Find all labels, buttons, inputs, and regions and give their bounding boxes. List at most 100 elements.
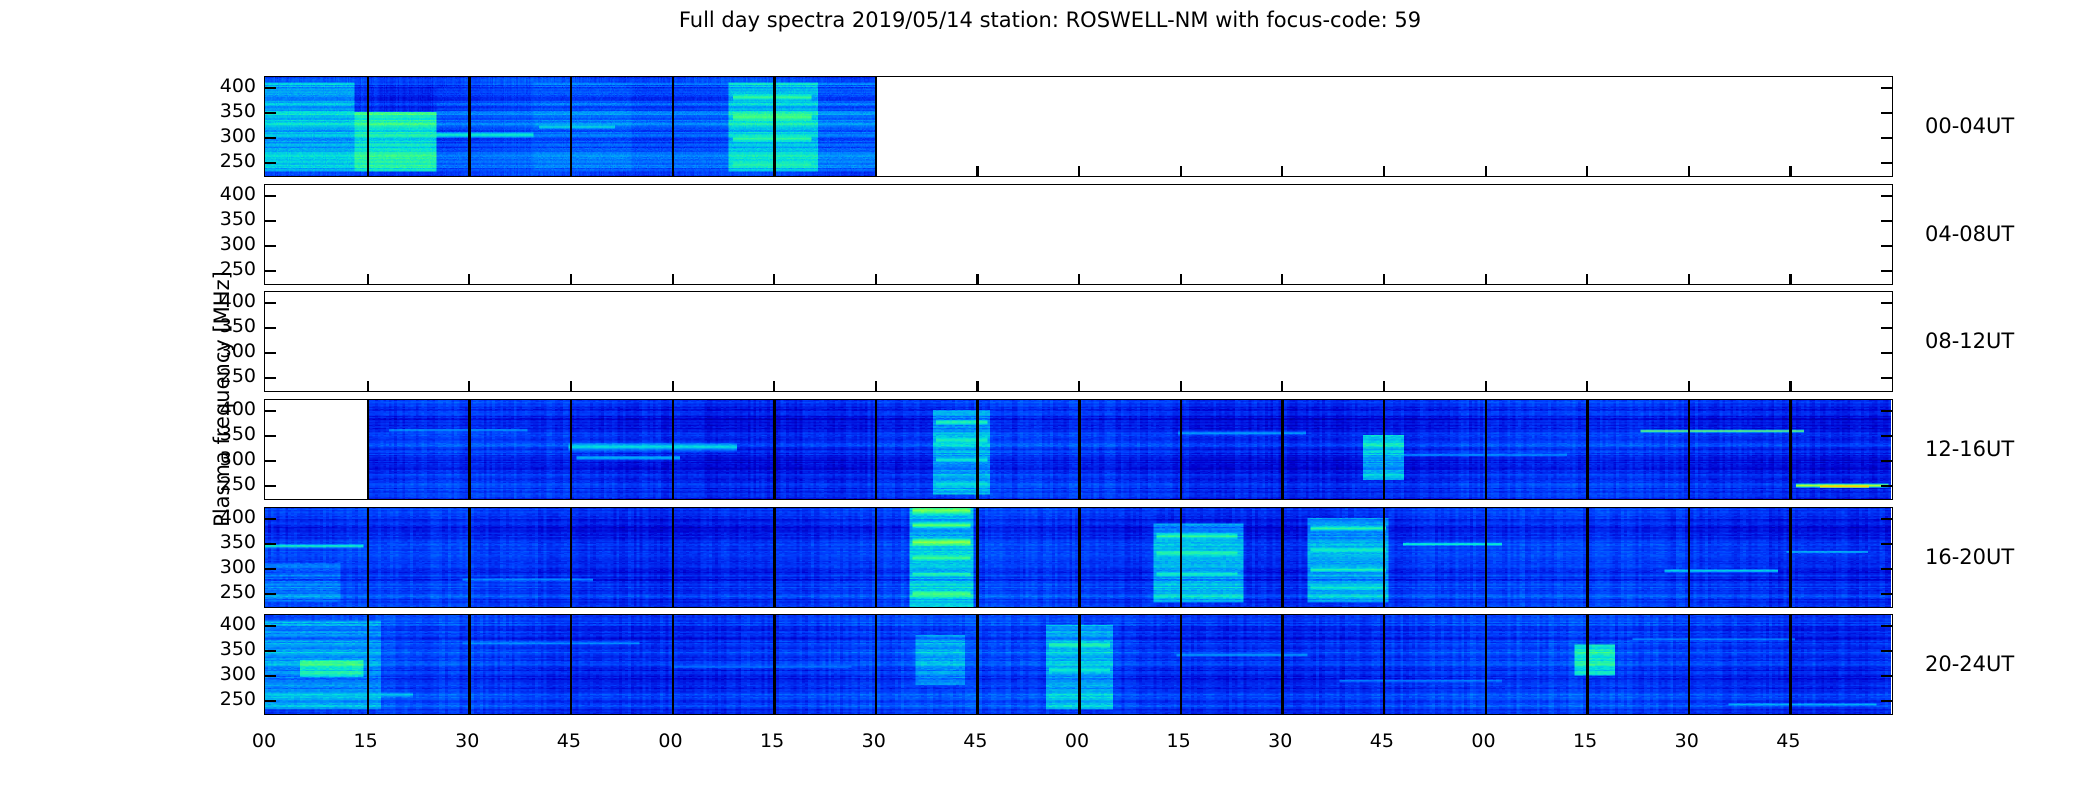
panel-separator-line xyxy=(1179,508,1183,607)
panel-separator-line xyxy=(671,400,675,499)
x-tick-label: 45 xyxy=(963,730,988,752)
y-tick-mark xyxy=(1881,543,1892,546)
x-tick-mark xyxy=(671,274,674,284)
y-tick-label: 300 xyxy=(219,340,256,362)
y-tick-mark xyxy=(265,593,276,596)
panel-label-08-12: 08-12UT xyxy=(1925,328,2015,353)
panel-separator-line xyxy=(366,508,370,607)
x-tick-mark xyxy=(671,166,674,176)
x-tick-mark xyxy=(874,597,877,607)
x-tick-mark xyxy=(1382,489,1386,499)
x-tick-mark xyxy=(1687,704,1690,714)
x-tick-mark xyxy=(468,381,471,391)
y-tick-mark xyxy=(265,568,276,571)
x-tick-mark xyxy=(1078,166,1081,176)
spectrogram-panel-20-24 xyxy=(264,614,1893,715)
y-tick-mark xyxy=(265,162,276,165)
x-tick-mark xyxy=(366,489,369,499)
x-tick-label: 45 xyxy=(1369,730,1394,752)
panel-separator-line xyxy=(1687,400,1691,499)
y-tick-label: 400 xyxy=(219,398,256,420)
x-tick-mark xyxy=(468,597,471,607)
panel-separator-line xyxy=(976,615,979,714)
spectrogram-image-12-16 xyxy=(367,400,1891,499)
y-tick-mark xyxy=(265,377,276,380)
panel-separator-line xyxy=(1484,615,1488,714)
y-tick-mark xyxy=(1881,162,1892,165)
panel-separator-line xyxy=(874,77,878,176)
x-tick-mark xyxy=(468,704,471,714)
x-tick-mark xyxy=(1586,166,1589,176)
y-tick-mark xyxy=(265,87,276,90)
y-tick-label: 350 xyxy=(219,208,256,230)
y-tick-mark xyxy=(265,245,276,248)
panel-separator-line xyxy=(1382,400,1386,499)
x-tick-mark xyxy=(1789,704,1792,714)
y-tick-mark xyxy=(265,543,276,546)
x-tick-mark xyxy=(874,489,877,499)
y-tick-label: 300 xyxy=(219,233,256,255)
y-tick-mark xyxy=(265,352,276,355)
panel-separator-line xyxy=(671,615,675,714)
x-tick-mark xyxy=(1078,597,1081,607)
y-tick-mark xyxy=(1881,625,1892,628)
x-tick-mark xyxy=(1586,274,1589,284)
x-tick-mark xyxy=(671,489,674,499)
x-tick-mark xyxy=(1179,704,1182,714)
y-tick-mark xyxy=(1881,435,1892,438)
panel-separator-line xyxy=(569,508,573,607)
panel-separator-line xyxy=(773,77,776,176)
x-tick-mark xyxy=(773,166,776,176)
y-tick-label: 350 xyxy=(219,423,256,445)
y-tick-mark xyxy=(265,302,276,305)
panel-separator-line xyxy=(366,615,370,714)
x-tick-mark xyxy=(1281,597,1284,607)
y-tick-label: 400 xyxy=(219,613,256,635)
x-tick-mark xyxy=(874,704,877,714)
x-tick-mark xyxy=(1484,274,1487,284)
x-tick-mark xyxy=(1484,166,1487,176)
x-tick-mark xyxy=(976,381,979,391)
x-tick-mark xyxy=(569,489,573,499)
y-tick-label: 300 xyxy=(219,663,256,685)
panel-separator-line xyxy=(468,77,471,176)
y-tick-label: 250 xyxy=(219,365,256,387)
x-tick-mark xyxy=(1687,274,1690,284)
spectrogram-panel-12-16 xyxy=(264,399,1893,500)
x-tick-mark xyxy=(569,274,573,284)
y-tick-label: 400 xyxy=(219,506,256,528)
panel-separator-line xyxy=(468,508,471,607)
x-tick-mark xyxy=(1281,274,1284,284)
panel-separator-line xyxy=(1281,508,1284,607)
x-tick-mark xyxy=(1789,274,1792,284)
y-tick-label: 350 xyxy=(219,531,256,553)
x-tick-mark xyxy=(671,597,674,607)
y-tick-mark xyxy=(1881,518,1892,521)
y-tick-label: 250 xyxy=(219,473,256,495)
x-tick-mark xyxy=(569,381,573,391)
y-tick-label: 300 xyxy=(219,448,256,470)
panel-label-04-08: 04-08UT xyxy=(1925,221,2015,246)
y-tick-label: 250 xyxy=(219,150,256,172)
panel-separator-line xyxy=(1484,508,1488,607)
y-tick-mark xyxy=(265,650,276,653)
x-tick-mark xyxy=(976,166,979,176)
y-tick-label: 350 xyxy=(219,315,256,337)
y-tick-mark xyxy=(265,435,276,438)
x-tick-label: 00 xyxy=(1064,730,1090,752)
x-tick-mark xyxy=(1281,381,1284,391)
y-tick-label: 350 xyxy=(219,638,256,660)
x-tick-mark xyxy=(1078,381,1081,391)
panel-label-00-04: 00-04UT xyxy=(1925,113,2015,138)
panel-separator-line xyxy=(1586,508,1589,607)
y-tick-mark xyxy=(1881,485,1892,488)
panel-separator-line xyxy=(1281,400,1284,499)
panel-separator-line xyxy=(569,615,573,714)
panel-separator-line xyxy=(1179,615,1183,714)
panel-separator-line xyxy=(1687,508,1691,607)
x-tick-label: 15 xyxy=(760,730,785,752)
panel-separator-line xyxy=(773,400,776,499)
y-tick-label: 400 xyxy=(219,75,256,97)
y-tick-mark xyxy=(1881,270,1892,273)
